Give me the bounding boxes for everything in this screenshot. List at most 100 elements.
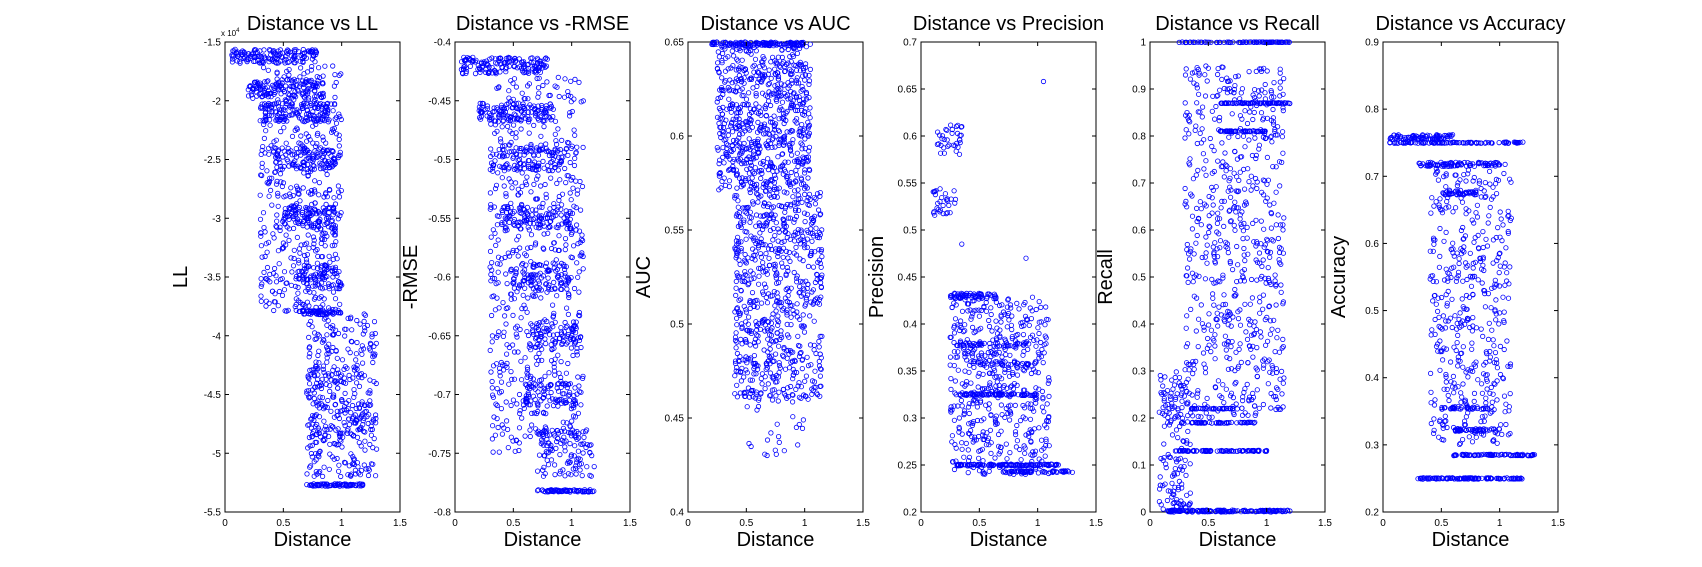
y-tick-label: -0.5	[434, 155, 452, 166]
data-point	[477, 116, 484, 122]
data-point	[313, 439, 320, 445]
panel-2: 0 0.5 1 1.5-0.8-0.75-0.7-0.65-0.6-0.55-0.5-…	[400, 13, 637, 551]
data-point	[351, 386, 357, 393]
data-point	[261, 47, 267, 53]
data-point	[971, 364, 977, 370]
data-point	[288, 185, 294, 191]
data-point	[554, 180, 560, 186]
data-point	[524, 366, 531, 373]
x-tick-label: 0.5	[276, 518, 290, 529]
data-point	[349, 461, 355, 467]
data-point	[503, 193, 509, 199]
data-point	[266, 300, 272, 306]
data-point	[769, 54, 776, 60]
data-point	[534, 196, 541, 202]
data-point	[527, 433, 533, 440]
data-point	[314, 311, 320, 317]
data-point	[264, 168, 270, 174]
data-point	[302, 311, 308, 317]
data-point	[359, 412, 365, 418]
data-point	[524, 204, 531, 210]
data-point	[342, 364, 348, 370]
data-point	[535, 173, 541, 179]
data-point	[305, 374, 311, 380]
data-point	[349, 327, 355, 333]
data-point	[538, 377, 545, 383]
data-point	[553, 257, 559, 263]
data-point	[282, 209, 288, 215]
data-point	[504, 360, 510, 366]
data-point	[816, 338, 822, 344]
data-point	[373, 446, 380, 452]
data-point	[284, 280, 290, 286]
data-point	[261, 269, 267, 275]
data-point	[565, 152, 571, 158]
data-point	[281, 217, 287, 223]
data-point	[508, 268, 514, 274]
data-point	[306, 421, 312, 428]
data-point	[324, 322, 330, 328]
data-point	[555, 380, 562, 387]
data-point	[329, 372, 335, 378]
data-point	[332, 401, 339, 407]
data-point	[561, 434, 567, 440]
x-tick-label: 0	[222, 518, 228, 529]
data-point	[317, 394, 323, 400]
data-point	[516, 117, 522, 123]
data-point	[484, 103, 491, 109]
data-point	[311, 372, 317, 378]
data-point	[339, 396, 345, 403]
data-point	[489, 259, 495, 266]
data-point	[307, 191, 314, 197]
data-point	[733, 285, 739, 291]
data-point	[546, 149, 552, 155]
data-point	[734, 350, 741, 357]
data-point	[266, 193, 272, 199]
data-point	[490, 363, 497, 369]
data-point	[307, 49, 313, 55]
data-point	[285, 145, 291, 151]
data-point	[371, 435, 377, 442]
data-point	[467, 63, 473, 69]
data-point	[319, 394, 326, 401]
data-point	[509, 342, 516, 348]
data-point	[579, 232, 585, 238]
data-point	[555, 74, 561, 81]
y-tick-label: -0.8	[434, 508, 452, 519]
data-point	[777, 276, 784, 282]
data-point	[326, 147, 332, 153]
data-point	[550, 324, 556, 330]
data-point	[306, 394, 312, 400]
data-point	[370, 416, 376, 422]
data-point	[300, 118, 306, 124]
data-point	[309, 482, 315, 488]
data-point	[529, 292, 536, 298]
y-tick-label: -4.5	[204, 390, 222, 401]
data-point	[334, 455, 340, 462]
data-point	[482, 106, 488, 113]
data-point	[306, 344, 313, 350]
data-point	[308, 221, 314, 227]
x-tick-label: 1.5	[393, 518, 407, 529]
data-point	[507, 114, 514, 121]
data-point	[347, 349, 353, 356]
data-point	[366, 345, 372, 351]
data-point	[346, 397, 352, 404]
data-point	[310, 401, 316, 407]
y-tick-label: 0.6	[670, 132, 684, 143]
data-point	[328, 219, 335, 225]
data-point	[372, 473, 379, 479]
data-point	[257, 48, 263, 54]
data-point	[307, 464, 313, 470]
data-point	[308, 416, 314, 422]
data-point	[733, 330, 739, 336]
data-point	[357, 472, 363, 478]
data-point	[561, 428, 568, 434]
data-point	[305, 232, 311, 238]
data-point	[524, 83, 531, 89]
data-point	[568, 93, 574, 100]
data-point	[284, 118, 290, 124]
data-point	[530, 66, 536, 72]
y-axis-label: AUC	[633, 256, 655, 298]
